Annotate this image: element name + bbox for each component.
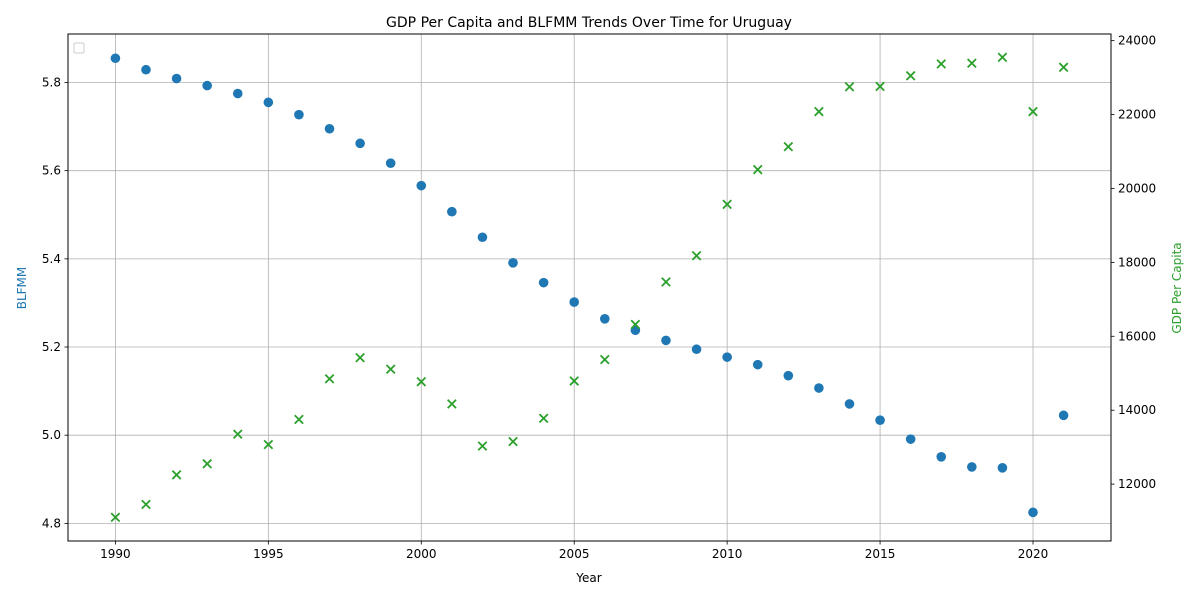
gdp-point [814, 106, 824, 117]
left-y-axis-ticks: 4.8 5.0 5.2 5.4 5.6 5.8 [42, 75, 68, 530]
chart-title: GDP Per Capita and BLFMM Trends Over Tim… [386, 15, 792, 31]
blfmm-point [599, 314, 610, 324]
blfmm-point [355, 138, 365, 149]
x-tick-label: 2015 [865, 547, 896, 561]
blfmm-point [171, 73, 182, 84]
left-y-tick-label: 5.2 [42, 340, 61, 354]
grid [68, 34, 1111, 541]
blfmm-point [783, 370, 794, 381]
blfmm-point [477, 232, 488, 243]
series-gdp [110, 52, 1069, 523]
blfmm-point [691, 344, 702, 355]
gdp-point [936, 59, 947, 69]
gdp-point [202, 458, 213, 469]
gdp-point [1028, 106, 1038, 117]
gdp-point [844, 82, 855, 92]
gdp-point [722, 199, 732, 210]
gdp-point [783, 141, 794, 152]
x-tick-label: 2010 [712, 547, 743, 561]
blfmm-point [1028, 507, 1038, 518]
right-y-axis-label: GDP Per Capita [1170, 242, 1184, 333]
x-axis-label: Year [575, 571, 601, 585]
gdp-point [355, 352, 365, 363]
blfmm-point [967, 462, 977, 472]
gdp-point [294, 414, 304, 425]
blfmm-point [447, 206, 457, 217]
blfmm-point [844, 399, 855, 409]
gdp-point [630, 319, 641, 330]
left-y-axis-label: BLFMM [15, 267, 29, 310]
gdp-point [477, 441, 488, 451]
right-y-tick-label: 22000 [1118, 108, 1156, 122]
blfmm-point [905, 434, 916, 444]
gdp-point [232, 429, 243, 440]
blfmm-point [752, 359, 763, 370]
gdp-point [171, 470, 182, 480]
gdp-point [324, 373, 335, 384]
right-y-tick-label: 20000 [1118, 181, 1156, 195]
x-tick-label: 1990 [100, 547, 131, 561]
blfmm-point [324, 123, 335, 134]
gdp-point [263, 439, 274, 450]
left-y-tick-label: 5.4 [42, 252, 61, 266]
blfmm-point [385, 158, 396, 168]
blfmm-point [416, 180, 427, 191]
gdp-point [508, 436, 518, 447]
gdp-point [1058, 62, 1069, 73]
blfmm-point [936, 451, 947, 462]
x-tick-label: 2005 [559, 547, 590, 561]
blfmm-point [814, 383, 824, 393]
gdp-point [875, 81, 885, 92]
blfmm-point [569, 297, 580, 307]
gdp-point [141, 499, 151, 510]
gdp-point [416, 376, 427, 387]
right-y-tick-label: 18000 [1118, 255, 1156, 269]
x-axis-ticks: 1990 1995 2000 2005 2010 2015 2020 [100, 541, 1048, 561]
left-y-tick-label: 4.8 [42, 516, 61, 530]
gdp-point [447, 399, 457, 409]
x-tick-label: 2000 [406, 547, 437, 561]
left-y-tick-label: 5.0 [42, 428, 61, 442]
x-tick-label: 2020 [1018, 547, 1049, 561]
blfmm-point [110, 53, 121, 64]
blfmm-point [722, 352, 732, 362]
gdp-point [661, 277, 671, 287]
blfmm-point [294, 109, 304, 120]
legend [73, 42, 85, 54]
right-y-tick-label: 24000 [1118, 34, 1156, 48]
left-y-tick-label: 5.6 [42, 164, 61, 178]
gdp-point [997, 52, 1008, 63]
blfmm-point [661, 335, 671, 346]
gdp-point [966, 58, 977, 69]
blfmm-point [997, 463, 1008, 473]
legend-box [73, 42, 85, 54]
right-y-axis-ticks: 12000 14000 16000 18000 20000 22000 24000 [1111, 34, 1156, 491]
gdp-point [752, 164, 763, 175]
gdp-point [599, 354, 610, 365]
blfmm-point [202, 80, 212, 91]
gdp-point [385, 364, 396, 375]
gdp-point [538, 413, 549, 424]
x-tick-label: 1995 [253, 547, 284, 561]
right-y-tick-label: 12000 [1118, 477, 1156, 491]
blfmm-point [232, 88, 243, 99]
left-y-tick-label: 5.8 [42, 75, 61, 89]
blfmm-point [263, 97, 274, 108]
gdp-point [569, 376, 580, 386]
blfmm-point [875, 415, 885, 426]
right-y-tick-label: 14000 [1118, 403, 1156, 417]
plot-area-frame [67, 33, 1112, 542]
blfmm-point [508, 258, 518, 268]
series-blfmm [110, 53, 1069, 518]
blfmm-point [1058, 410, 1069, 421]
gdp-point [905, 70, 916, 81]
blfmm-point [538, 277, 549, 288]
gdp-point [110, 512, 121, 523]
right-y-tick-label: 16000 [1118, 329, 1156, 343]
gdp-point [691, 250, 702, 261]
blfmm-point [141, 64, 151, 75]
